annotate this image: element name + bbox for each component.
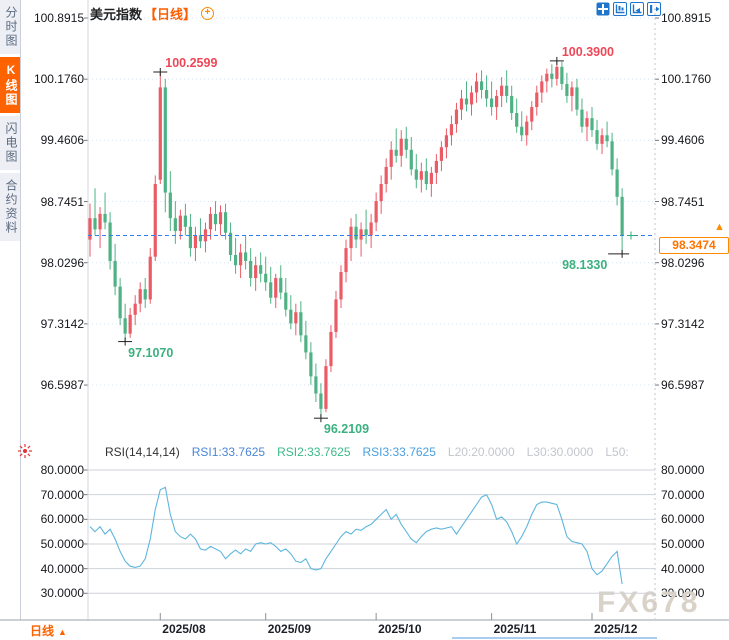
rsi-axis-label: 50.0000 [661, 536, 705, 551]
instrument-title: 美元指数 [90, 7, 143, 22]
price-up-arrow-icon: ▲ [714, 221, 725, 233]
rsi-axis-label: 50.0000 [40, 536, 84, 551]
price-axis-label: 98.7451 [661, 194, 705, 209]
price-axis-label: 100.1760 [33, 72, 84, 87]
x-axis-label: 2025/11 [493, 622, 537, 636]
rsi-l20-level: L20:20.0000 [447, 445, 515, 459]
price-axis-label: 99.4606 [40, 133, 84, 148]
sidebar: 分时图 K线图 闪电图 合约资料 [0, 0, 21, 620]
sidebar-item-flash-chart[interactable]: 闪电图 [0, 116, 20, 170]
watermark: FX678 [597, 586, 701, 619]
period-label: 【日线】 [144, 7, 197, 22]
price-annotation: 97.1070 [128, 345, 174, 360]
pan-icon[interactable] [596, 2, 610, 16]
period-selector[interactable]: 日线 ▲ [30, 622, 67, 639]
price-axis-label: 98.0296 [661, 255, 705, 270]
rsi-axis-label: 40.0000 [40, 561, 84, 576]
sidebar-item-candle-chart[interactable]: K线图 [0, 57, 20, 113]
sidebar-item-timeline-chart[interactable]: 分时图 [0, 0, 20, 54]
rsi2-value: RSI2:33.7625 [277, 445, 351, 459]
indicator-settings-icon[interactable] [17, 443, 33, 459]
rsi-l30-level: L30:30.0000 [526, 445, 594, 459]
fit-axis-icon[interactable] [613, 2, 627, 16]
price-axis-label: 96.5987 [40, 378, 84, 393]
rsi-name-label: RSI(14,14,14) [105, 445, 180, 459]
price-annotation: 100.2599 [165, 56, 218, 70]
rsi1-value: RSI1:33.7625 [191, 445, 266, 459]
rsi-axis-label: 60.0000 [661, 512, 705, 527]
rsi-axis-label: 80.0000 [661, 463, 705, 477]
add-indicator-icon[interactable]: + [201, 7, 215, 20]
price-annotation: 100.3900 [561, 44, 614, 59]
rsi-axis-label: 70.0000 [40, 487, 84, 502]
rsi3-value: RSI3:33.7625 [362, 445, 436, 459]
rsi-axis-label: 70.0000 [661, 487, 705, 502]
price-axis-label: 97.3142 [661, 316, 705, 331]
price-axis-label: 100.8915 [661, 11, 712, 25]
price-axis-label: 96.5987 [661, 378, 705, 393]
price-axis-label: 99.4606 [661, 133, 705, 148]
x-axis-label: 2025/09 [267, 622, 312, 636]
current-price-badge: 98.3474 [659, 237, 729, 254]
rsi-axis-label: 30.0000 [661, 586, 705, 601]
rsi-header: RSI(14,14,14) RSI1:33.7625 RSI2:33.7625 … [105, 445, 629, 459]
price-axis-label: 97.3142 [40, 316, 84, 331]
price-axis-label: 100.8915 [33, 11, 84, 25]
price-annotation: 98.1330 [562, 257, 608, 272]
sidebar-item-contract-info[interactable]: 合约资料 [0, 173, 20, 241]
price-axis-label: 98.7451 [40, 194, 84, 209]
shift-axis-icon[interactable] [630, 2, 644, 16]
rsi-axis-label: 60.0000 [40, 512, 84, 527]
rsi-axis-label: 80.0000 [40, 463, 84, 477]
chevron-up-icon: ▲ [58, 627, 67, 637]
price-axis-label: 100.1760 [661, 72, 712, 87]
rsi-l50-level: L50: [605, 445, 629, 459]
chart-header: 美元指数 【日线】 + [90, 4, 215, 23]
rsi-axis-label: 30.0000 [40, 586, 84, 601]
page-forward-icon[interactable] [647, 2, 661, 16]
chart-toolbar [596, 2, 661, 16]
x-axis-label: 2025/10 [378, 622, 422, 636]
period-selector-label: 日线 [30, 624, 55, 638]
rsi-axis-label: 40.0000 [661, 561, 705, 576]
price-axis-label: 98.0296 [40, 255, 84, 270]
bottom-scroll-indicator [452, 637, 657, 639]
x-axis-label: 2025/12 [594, 622, 638, 636]
x-axis-label: 2025/08 [162, 622, 206, 636]
price-annotation: 96.2109 [323, 422, 370, 437]
